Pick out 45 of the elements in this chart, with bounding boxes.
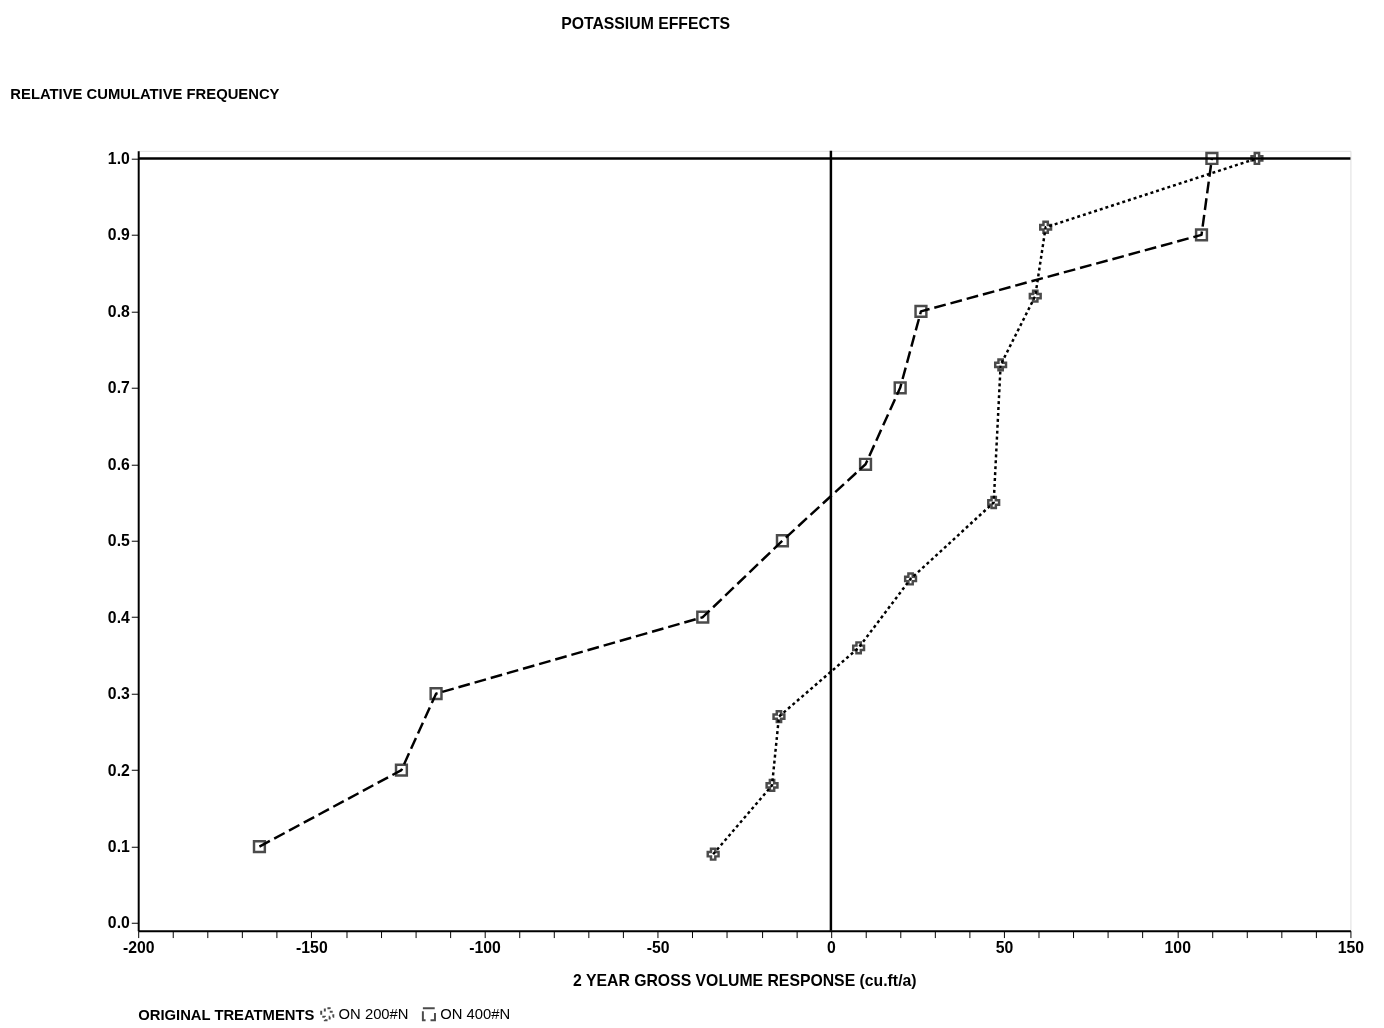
legend-title: ORIGINAL TREATMENTS xyxy=(138,1007,315,1024)
x-tick-label: -200 xyxy=(122,938,155,956)
legend-label: ON 200#N xyxy=(338,1006,409,1023)
point xyxy=(993,358,1008,372)
point xyxy=(893,381,907,395)
y-tick-label: 0.0 xyxy=(107,914,131,932)
point xyxy=(772,709,786,724)
point xyxy=(775,534,790,548)
y-tick-label: 0.3 xyxy=(107,685,131,703)
x-tick-label: 0 xyxy=(827,938,837,956)
y-tick-label: 1.0 xyxy=(107,149,131,167)
point xyxy=(1205,151,1219,166)
y-tick-label: 0.8 xyxy=(107,302,131,320)
y-tick-label: 0.4 xyxy=(107,608,131,626)
y-axis-title: RELATIVE CUMULATIVE FREQUENCY xyxy=(10,85,280,102)
y-tick-label: 0.7 xyxy=(107,379,131,397)
y-tick-label: 0.2 xyxy=(107,761,131,779)
legend-label: ON 400#N xyxy=(440,1006,511,1023)
y-tick-label: 0.1 xyxy=(107,837,131,855)
point xyxy=(858,457,873,471)
x-tick-label: -50 xyxy=(646,938,670,956)
point xyxy=(1028,289,1042,303)
point xyxy=(987,495,1001,510)
point xyxy=(903,572,918,586)
point xyxy=(394,763,409,777)
y-tick-label: 0.9 xyxy=(107,226,131,244)
x-tick-label: 150 xyxy=(1337,938,1365,956)
point xyxy=(696,610,710,624)
x-tick-label: -100 xyxy=(469,938,502,956)
point xyxy=(429,687,443,701)
y-tick-label: 0.5 xyxy=(107,532,131,550)
x-axis-title: 2 YEAR GROSS VOLUME RESPONSE (cu.ft/a) xyxy=(573,972,917,990)
point xyxy=(252,839,267,854)
point xyxy=(706,847,720,861)
point xyxy=(914,304,928,319)
chart-title: POTASSIUM EFFECTS xyxy=(561,15,731,33)
x-tick-label: -150 xyxy=(296,938,328,956)
x-tick-label: 50 xyxy=(995,938,1014,956)
point xyxy=(1194,228,1209,242)
point xyxy=(1250,151,1264,166)
point xyxy=(851,641,866,655)
point xyxy=(1039,220,1053,234)
x-tick-label: 100 xyxy=(1164,938,1192,956)
point xyxy=(765,778,779,793)
y-tick-label: 0.6 xyxy=(107,455,131,473)
